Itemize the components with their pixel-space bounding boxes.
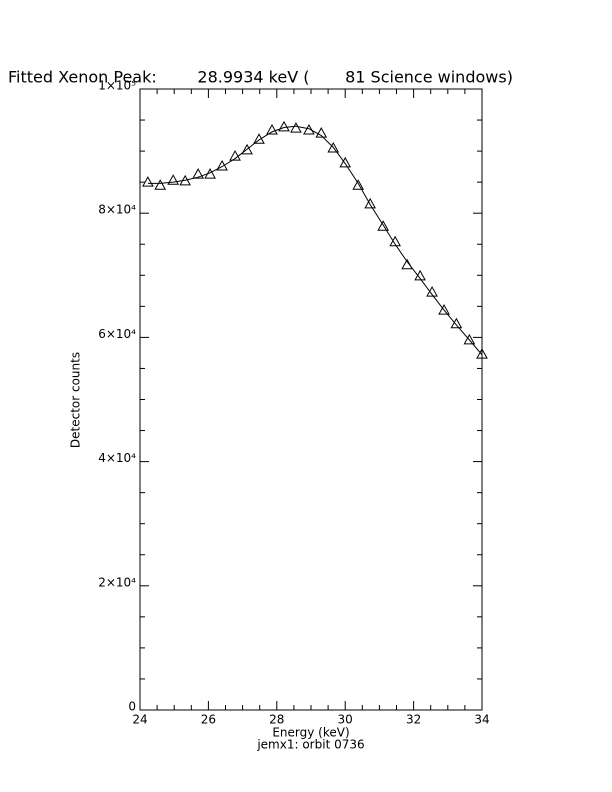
- data-point: [142, 176, 154, 187]
- data-point: [303, 123, 315, 135]
- y-axis-label: Detector counts: [69, 352, 83, 448]
- x-tick-label: 24: [132, 713, 147, 727]
- x-tick-label: 32: [406, 713, 421, 727]
- y-tick-label: 1×10⁵: [98, 79, 136, 93]
- data-point: [253, 133, 265, 144]
- data-point: [476, 348, 488, 359]
- x-tick-label: 30: [338, 713, 353, 727]
- data-point: [327, 141, 340, 153]
- y-tick-label: 0: [128, 700, 136, 714]
- y-tick-label: 2×10⁴: [98, 575, 136, 589]
- data-point: [339, 156, 352, 168]
- plot-frame: [139, 88, 483, 711]
- y-tick-label: 4×10⁴: [98, 451, 136, 465]
- data-point: [364, 197, 377, 209]
- data-point: [278, 120, 290, 132]
- x-axis-label: Energy (keV): [272, 726, 349, 740]
- data-point: [315, 127, 328, 138]
- data-point: [450, 317, 463, 329]
- data-point: [241, 143, 253, 155]
- x-tick-label: 28: [269, 713, 284, 727]
- x-tick-label: 26: [201, 713, 216, 727]
- y-tick-label: 8×10⁴: [98, 203, 136, 217]
- data-point: [290, 122, 302, 133]
- x-tick-label: 34: [474, 713, 489, 727]
- data-point: [266, 123, 278, 135]
- data-point: [352, 179, 365, 190]
- fit-line: [147, 125, 483, 356]
- data-point: [463, 333, 476, 345]
- chart-title: Fitted Xenon Peak: 28.9934 keV ( 81 Scie…: [8, 68, 513, 87]
- y-tick-label: 6×10⁴: [98, 327, 136, 341]
- data-point: [192, 168, 204, 179]
- data-point: [229, 150, 241, 161]
- data-point: [389, 235, 401, 247]
- data-point: [377, 220, 390, 231]
- caption: jemx1: orbit 0736: [256, 738, 364, 752]
- data-point: [438, 304, 450, 315]
- data-point: [167, 174, 180, 185]
- data-point: [154, 179, 167, 190]
